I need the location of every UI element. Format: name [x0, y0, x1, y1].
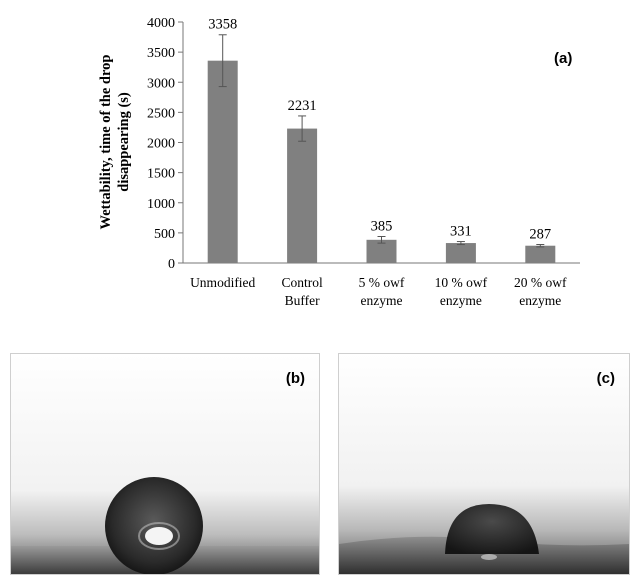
droplet-photo-c: (c)	[338, 353, 630, 575]
data-label: 331	[450, 224, 472, 240]
y-tick-label: 1500	[147, 167, 175, 182]
category-label: Unmodified	[190, 275, 255, 290]
bar	[445, 243, 476, 263]
panel-label-c: (c)	[596, 370, 615, 387]
y-tick-label: 4000	[147, 16, 175, 31]
bar	[207, 60, 238, 264]
bar	[366, 239, 397, 263]
y-tick-label: 3000	[147, 76, 175, 91]
y-axis-label-line-1: Wettability, time of the drop	[98, 55, 114, 230]
data-label: 3358	[208, 17, 237, 33]
y-tick-label: 2500	[147, 106, 175, 121]
droplet-photo-b: (b)	[10, 353, 320, 575]
y-tick-label: 0	[168, 257, 175, 272]
bar-chart: Wettability, time of the drop disappeari…	[98, 16, 580, 308]
y-tick-label: 2000	[147, 137, 175, 152]
category-label: enzyme	[519, 293, 561, 308]
category-label: 10 % owf	[435, 275, 488, 290]
category-label: enzyme	[361, 293, 403, 308]
y-tick-label: 1000	[147, 197, 175, 212]
category-label: 20 % owf	[514, 275, 567, 290]
bar	[287, 128, 318, 263]
category-label: Control	[281, 275, 323, 290]
category-label: 5 % owf	[359, 275, 405, 290]
bar	[525, 245, 556, 263]
y-tick-label: 500	[154, 227, 175, 242]
data-label: 287	[529, 227, 551, 243]
y-axis-label-line-2: disappearing (s)	[116, 92, 132, 192]
panel-label-b: (b)	[285, 370, 305, 387]
data-label: 385	[371, 218, 393, 234]
y-tick-label: 3500	[147, 46, 175, 61]
category-label: enzyme	[440, 293, 482, 308]
category-label: Buffer	[285, 293, 320, 308]
data-label: 2231	[288, 98, 317, 114]
panel-label-a: (a)	[554, 50, 572, 67]
